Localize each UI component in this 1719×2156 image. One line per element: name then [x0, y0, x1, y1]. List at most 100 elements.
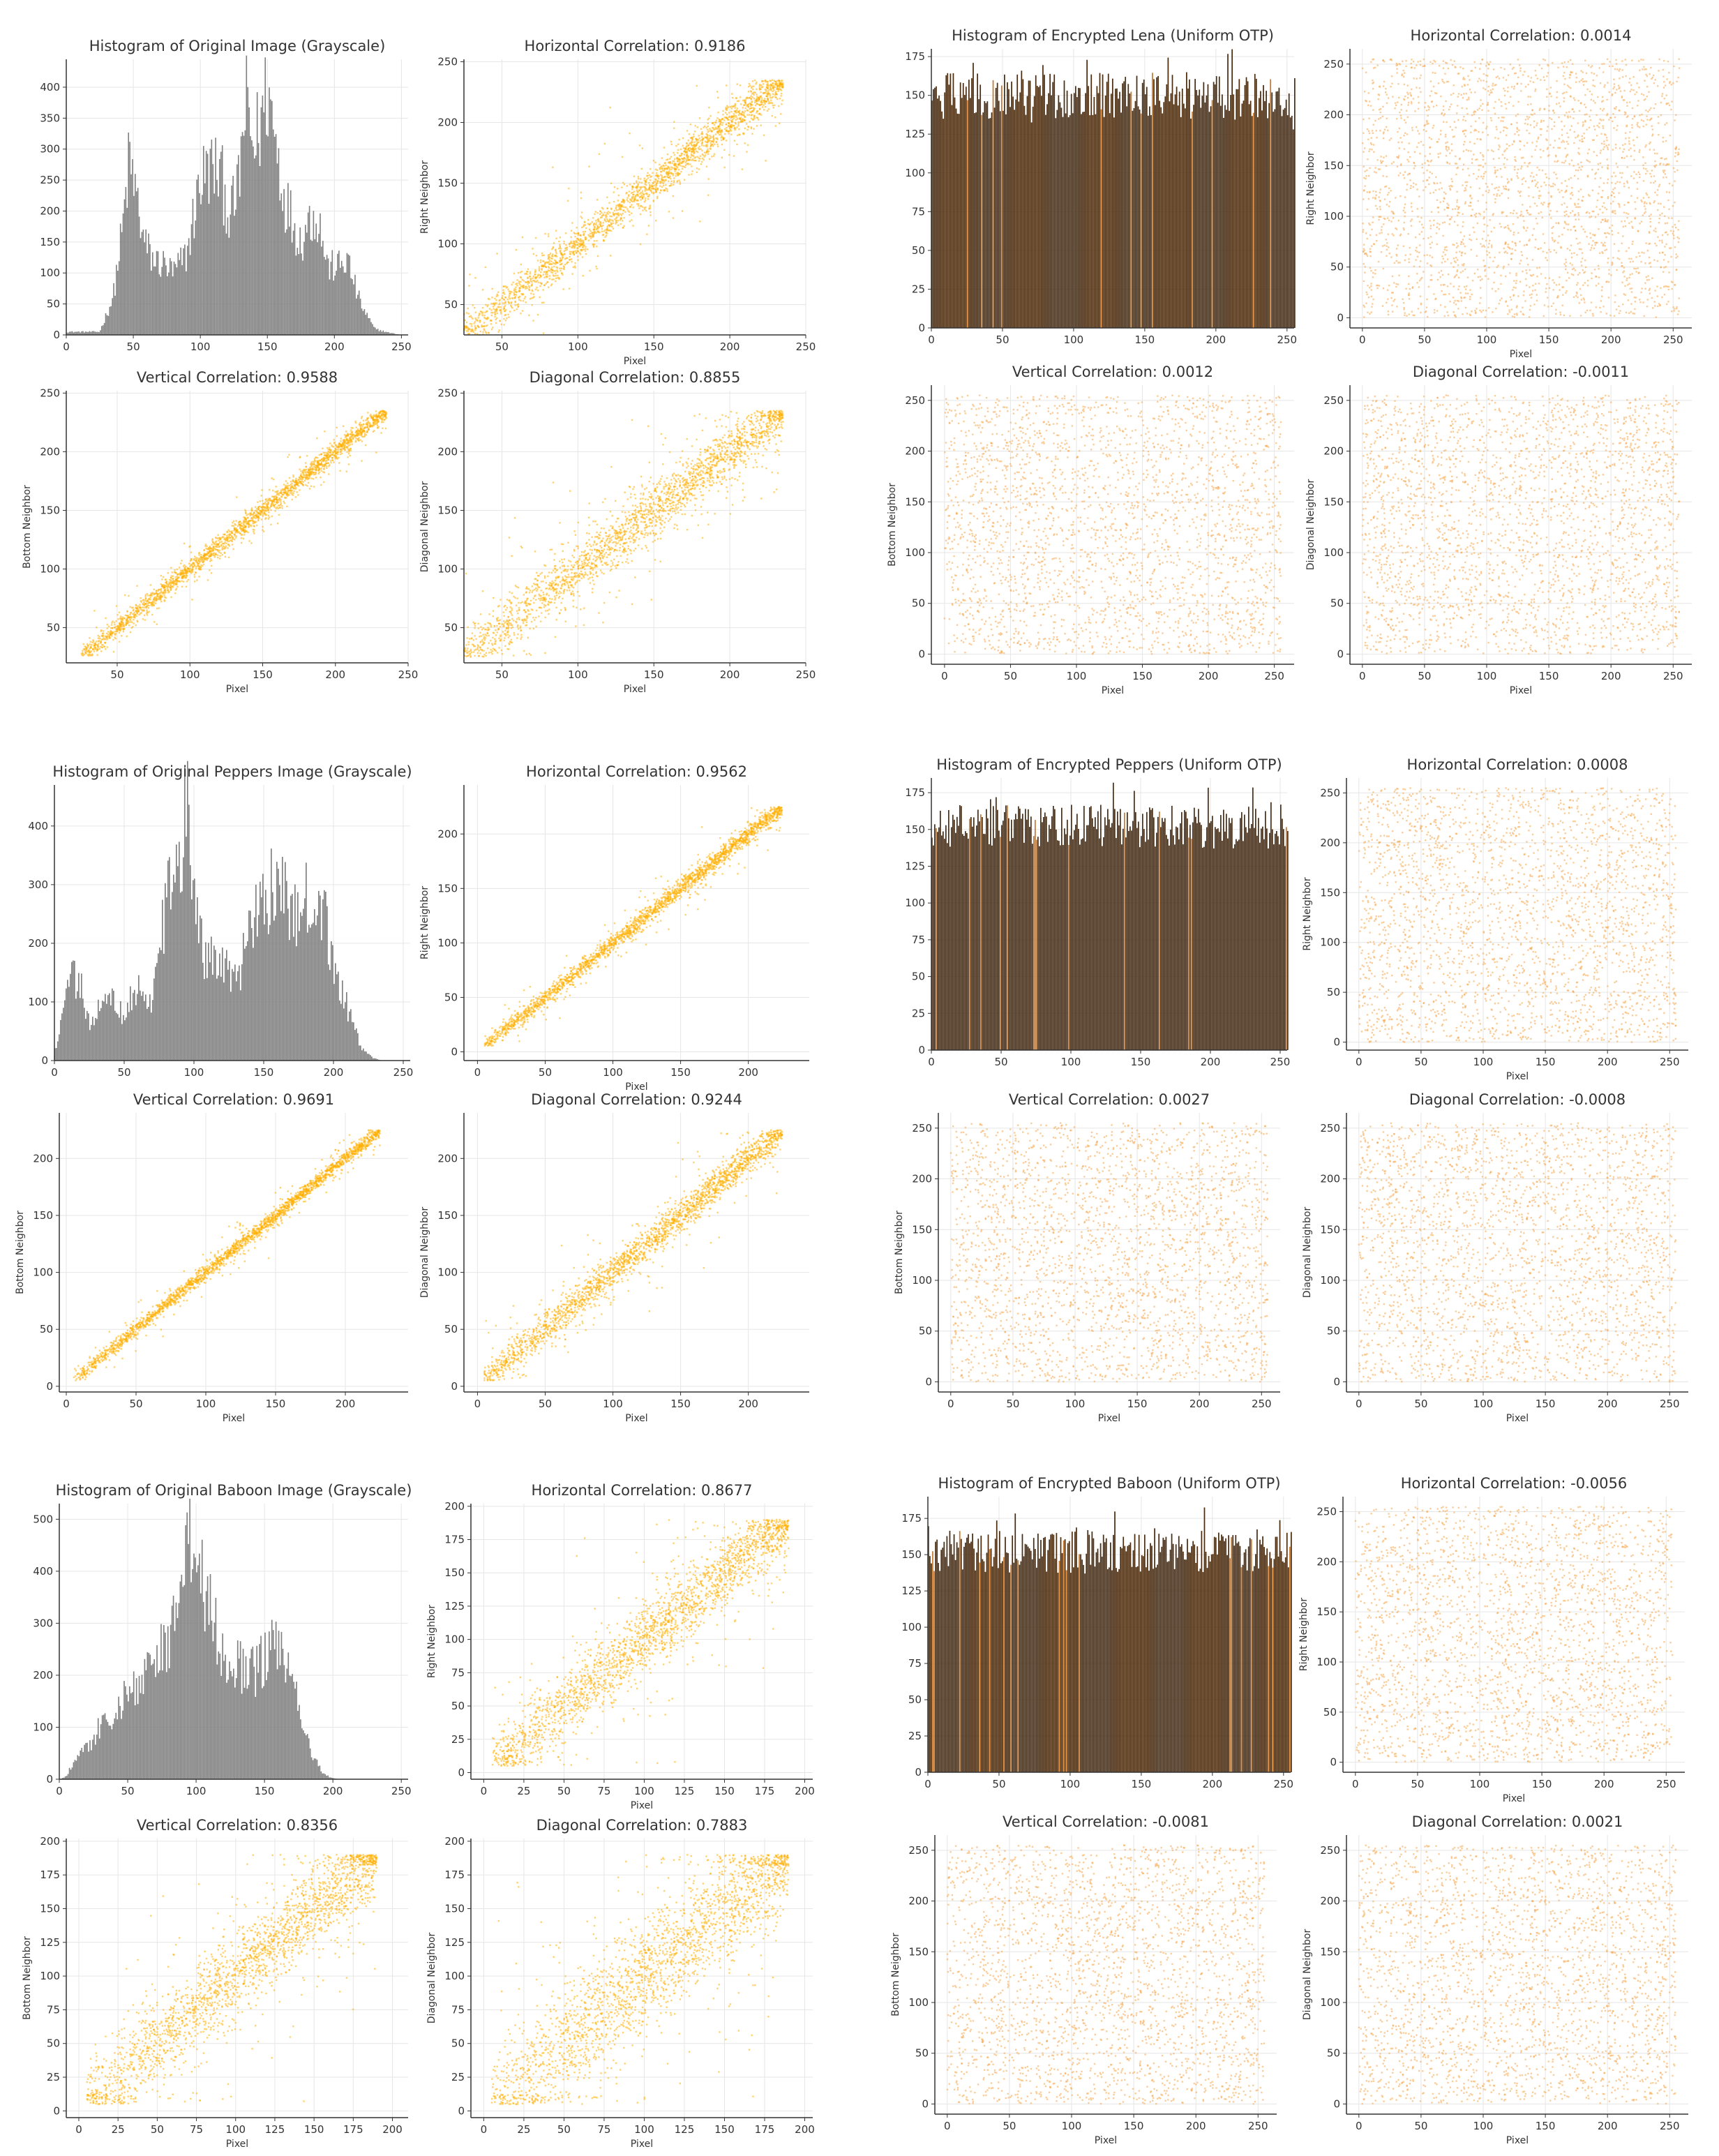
scatter-point — [726, 123, 727, 125]
scatter-point — [516, 308, 518, 310]
scatter-point — [497, 292, 499, 293]
scatter-point — [511, 297, 513, 299]
histogram-bar — [234, 216, 235, 335]
scatter-point — [703, 137, 704, 139]
scatter-point — [775, 83, 776, 84]
scatter-point — [495, 299, 497, 301]
scatter-point — [516, 285, 518, 286]
scatter-point — [670, 181, 672, 182]
scatter-point — [744, 107, 746, 109]
scatter-point — [748, 91, 749, 92]
scatter-point — [774, 87, 776, 88]
scatter-point — [513, 290, 515, 291]
scatter-point — [713, 135, 714, 136]
scatter-point — [599, 210, 601, 211]
scatter-point — [726, 84, 727, 86]
scatter-point — [726, 114, 728, 115]
scatter-point — [627, 200, 629, 202]
histogram-bar — [348, 255, 350, 335]
scatter-point — [615, 208, 617, 209]
scatter-point — [767, 110, 768, 112]
scatter-point — [499, 299, 500, 300]
scatter-point — [611, 216, 613, 217]
scatter-point — [706, 146, 707, 147]
scatter-point — [753, 85, 754, 87]
scatter-point — [774, 117, 776, 118]
scatter-point — [486, 310, 488, 312]
scatter-point — [752, 119, 753, 121]
scatter-point — [744, 142, 745, 144]
histogram-bar — [271, 101, 273, 335]
scatter-point — [656, 188, 658, 189]
y-tick-label: 400 — [40, 81, 60, 93]
histogram-bar — [350, 278, 352, 335]
scatter-point — [518, 297, 519, 298]
scatter-point — [746, 114, 748, 116]
scatter-point — [542, 260, 543, 262]
scatter-point — [720, 133, 721, 135]
scatter-point — [756, 103, 758, 104]
scatter-point — [617, 213, 618, 214]
scatter-point — [722, 110, 723, 112]
scatter-point — [650, 168, 651, 170]
scatter-point — [698, 149, 700, 150]
scatter-point — [775, 125, 776, 126]
scatter-point — [616, 209, 617, 211]
scatter-point — [584, 221, 585, 223]
scatter-point — [557, 262, 558, 264]
scatter-point — [544, 285, 546, 286]
scatter-point — [707, 154, 709, 155]
scatter-point — [503, 324, 504, 325]
scatter-point — [737, 107, 738, 109]
histogram-bar — [121, 232, 123, 335]
scatter-point — [746, 110, 748, 111]
histogram-bar — [193, 199, 194, 335]
scatter-point — [580, 253, 581, 255]
histogram-bar — [210, 149, 211, 335]
histogram-bar — [313, 211, 315, 335]
scatter-point — [504, 310, 505, 312]
histogram-bar — [242, 132, 243, 335]
scatter-point — [668, 177, 669, 178]
scatter-point — [509, 294, 510, 296]
scatter-point — [548, 270, 550, 271]
histogram-bar — [375, 327, 376, 335]
scatter-point — [751, 96, 753, 98]
scatter-point — [526, 271, 527, 272]
scatter-point — [645, 180, 646, 181]
scatter-point — [684, 158, 686, 159]
scatter-point — [772, 107, 774, 108]
scatter-point — [689, 133, 690, 135]
scatter-point — [759, 84, 760, 85]
scatter-point — [546, 271, 548, 272]
scatter-point — [582, 256, 583, 257]
scatter-point — [482, 326, 483, 327]
scatter-point — [672, 174, 673, 176]
scatter-point — [653, 181, 654, 182]
scatter-point — [682, 160, 684, 162]
histogram-bar — [126, 187, 127, 335]
scatter-point — [502, 292, 504, 294]
scatter-point — [617, 225, 619, 226]
scatter-point — [583, 234, 585, 236]
scatter-point — [486, 324, 488, 326]
scatter-point — [653, 185, 654, 186]
scatter-point — [551, 248, 553, 250]
scatter-point — [595, 211, 596, 212]
scatter-point — [546, 274, 548, 275]
scatter-point — [582, 241, 583, 243]
scatter-point — [772, 93, 774, 95]
scatter-point — [637, 194, 638, 195]
scatter-point — [581, 240, 583, 241]
scatter-point — [540, 271, 541, 273]
x-axis-label: Pixel — [624, 356, 646, 367]
scatter-point — [622, 227, 624, 228]
histogram-bar — [128, 133, 129, 335]
scatter-point — [670, 168, 672, 170]
scatter-point — [650, 185, 651, 186]
scatter-point — [722, 114, 723, 115]
scatter-point — [728, 130, 729, 132]
scatter-point — [749, 108, 750, 110]
scatter-point — [558, 278, 560, 280]
scatter-point — [493, 306, 494, 307]
